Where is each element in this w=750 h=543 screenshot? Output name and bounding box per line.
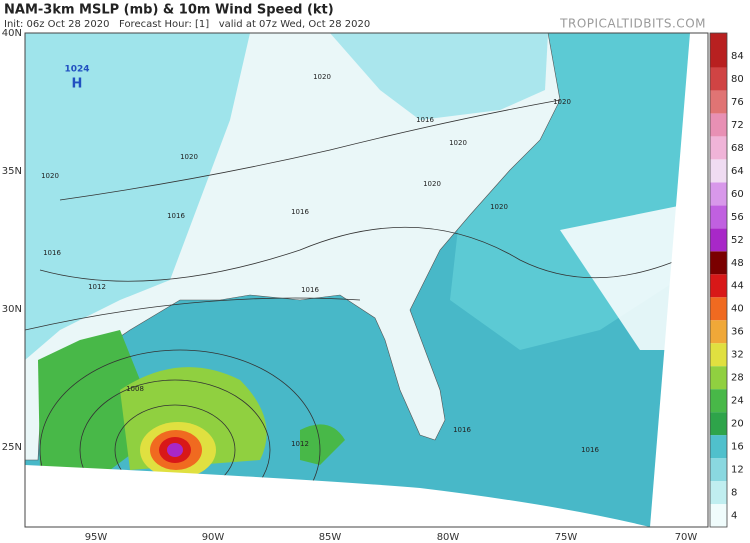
lat-label: 30N [2, 304, 22, 315]
high-pressure-label: H [72, 77, 83, 92]
colorbar-tick-label: 60 [731, 189, 744, 200]
colorbar-tick-label: 84 [731, 51, 744, 62]
wind-green-coast [38, 330, 150, 470]
colorbar-swatch [710, 67, 727, 91]
colorbar-tick-label: 56 [731, 212, 744, 223]
outside-domain [650, 33, 708, 527]
colorbar-tick-label: 44 [731, 281, 744, 292]
isobar-label: 1020 [553, 98, 571, 106]
colorbar-swatch [710, 205, 727, 229]
colorbar-swatch [710, 343, 727, 367]
colorbar-tick-label: 8 [731, 488, 737, 499]
colorbar-swatch [710, 90, 727, 114]
colorbar-tick-label: 40 [731, 304, 744, 315]
colorbar-swatch [710, 228, 727, 252]
colorbar-swatch [710, 159, 727, 183]
colorbar-tick-label: 36 [731, 327, 744, 338]
map-frame [24, 32, 709, 528]
colorbar-tick-label: 52 [731, 235, 744, 246]
colorbar-swatch [710, 297, 727, 321]
lat-label: 35N [2, 166, 22, 177]
isobar-label: 1016 [167, 212, 185, 220]
colorbar-swatch [710, 274, 727, 298]
isobar-label: 1016 [43, 249, 61, 257]
isobar-label: 1016 [453, 426, 471, 434]
isobar-label: 1008 [126, 385, 144, 393]
colorbar-tick-label: 4 [731, 511, 737, 522]
colorbar-swatch [710, 481, 727, 505]
colorbar-swatch [710, 458, 727, 482]
colorbar-tick-label: 12 [731, 465, 744, 476]
colorbar-swatch [710, 182, 727, 206]
colorbar-tick-label: 24 [731, 396, 744, 407]
isobar-label: 1012 [88, 283, 106, 291]
colorbar-swatch [710, 435, 727, 459]
isobar-label: 1020 [41, 172, 59, 180]
high-pressure-value: 1024 [64, 65, 89, 75]
wind-green-patch [300, 424, 345, 465]
outside-domain [25, 465, 650, 527]
wind-land-north [330, 33, 548, 120]
colorbar-swatch [710, 389, 727, 413]
isobar-label: 1012 [291, 440, 309, 448]
lat-label: 25N [2, 442, 22, 453]
colorbar-swatch [710, 113, 727, 137]
colorbar-swatch [710, 33, 727, 68]
isobar-label: 1020 [313, 73, 331, 81]
colorbar-frame [709, 32, 728, 528]
colorbar-swatch [710, 136, 727, 160]
map: 40N 35N 30N 25N 95W 90W 85W 80W 75W 70W 1024 H 1020 1… [2, 28, 709, 543]
isobar-label: 1016 [416, 116, 434, 124]
colorbar-tick-label: 28 [731, 373, 744, 384]
colorbar-swatch [710, 504, 727, 527]
lon-label: 85W [319, 532, 342, 543]
lat-label: 40N [2, 28, 22, 39]
colorbar-swatch [710, 320, 727, 344]
colorbar-swatch [710, 412, 727, 436]
colorbar-tick-label: 72 [731, 120, 744, 131]
title: NAM-3km MSLP (mb) & 10m Wind Speed (kt) [4, 3, 334, 18]
lon-label: 80W [437, 532, 460, 543]
colorbar-tick-label: 64 [731, 166, 744, 177]
colorbar-tick-label: 48 [731, 258, 744, 269]
lon-label: 90W [202, 532, 225, 543]
storm-eye [167, 443, 183, 457]
colorbar-swatch [710, 251, 727, 275]
lon-label: 95W [85, 532, 108, 543]
isobar-label: 1016 [301, 286, 319, 294]
isobar-label: 1016 [291, 208, 309, 216]
isobar-label: 1020 [490, 203, 508, 211]
colorbar-tick-label: 32 [731, 350, 744, 361]
colorbar-tick-label: 76 [731, 97, 744, 108]
watermark: TROPICALTIDBITS.COM [559, 17, 706, 31]
isobar-label: 1020 [423, 180, 441, 188]
subtitle: Init: 06z Oct 28 2020 Forecast Hour: [1]… [4, 19, 370, 30]
isobar-label: 1016 [581, 446, 599, 454]
colorbar-tick-label: 16 [731, 442, 744, 453]
colorbar-swatch [710, 366, 727, 390]
lon-label: 75W [555, 532, 578, 543]
isobar-label: 1020 [180, 153, 198, 161]
lon-label: 70W [675, 532, 698, 543]
colorbar-tick-label: 80 [731, 74, 744, 85]
colorbar-tick-label: 20 [731, 419, 744, 430]
colorbar-tick-label: 68 [731, 143, 744, 154]
isobar-label: 1020 [449, 139, 467, 147]
